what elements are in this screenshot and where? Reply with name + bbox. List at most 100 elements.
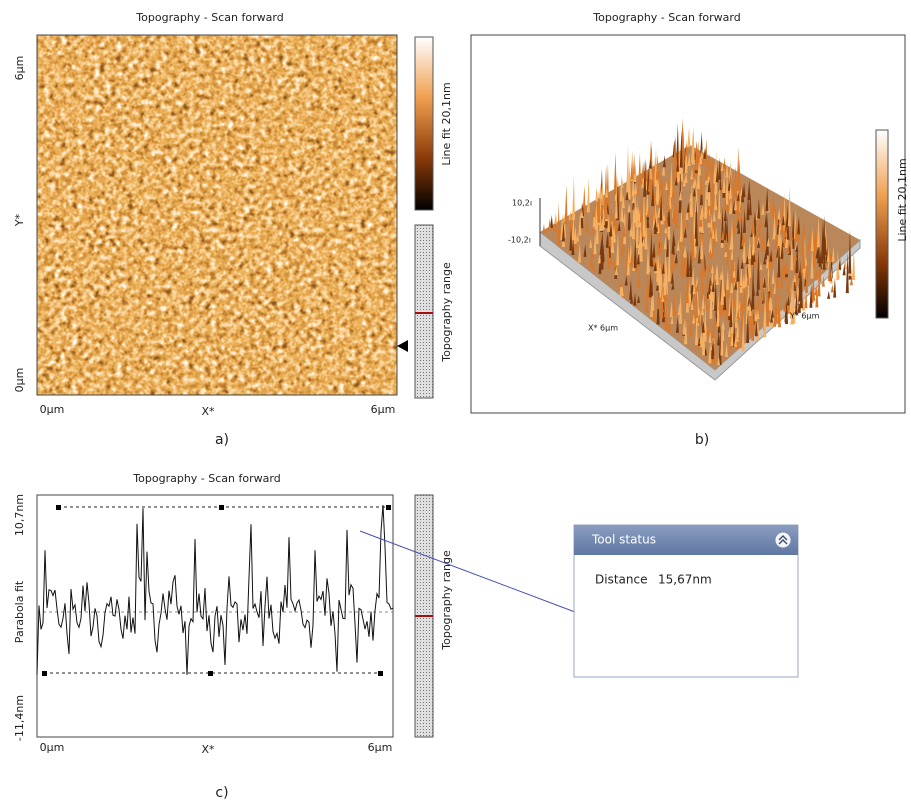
spike bbox=[660, 300, 664, 313]
spike bbox=[703, 268, 707, 277]
spike bbox=[740, 259, 744, 269]
spike bbox=[657, 198, 661, 208]
spike bbox=[731, 256, 735, 272]
spike bbox=[663, 246, 667, 296]
spike bbox=[572, 175, 576, 221]
spike bbox=[694, 181, 698, 213]
spike bbox=[815, 248, 819, 259]
spike bbox=[730, 246, 734, 260]
spike bbox=[761, 201, 765, 215]
spike bbox=[676, 239, 680, 251]
spike bbox=[657, 208, 661, 218]
spike bbox=[670, 240, 674, 273]
spike bbox=[732, 216, 736, 235]
tool-status-header bbox=[574, 525, 798, 555]
spike bbox=[742, 281, 746, 311]
spike bbox=[712, 220, 716, 248]
spike bbox=[589, 238, 593, 248]
spike bbox=[699, 156, 703, 195]
spike bbox=[633, 164, 637, 178]
spike bbox=[718, 328, 722, 366]
spike bbox=[683, 252, 687, 277]
spike bbox=[687, 127, 691, 148]
spike bbox=[817, 271, 821, 297]
range-label: Topography range bbox=[440, 550, 453, 651]
spike bbox=[787, 186, 791, 227]
spike bbox=[746, 270, 750, 286]
spike bbox=[845, 251, 849, 294]
y-bottom-label: -11,4nm bbox=[13, 695, 26, 741]
spike bbox=[633, 238, 637, 268]
spike bbox=[659, 193, 663, 221]
spike bbox=[739, 266, 743, 286]
spike bbox=[622, 224, 626, 237]
spike bbox=[743, 233, 747, 243]
spike bbox=[659, 175, 663, 188]
spike bbox=[724, 232, 728, 253]
spike bbox=[726, 248, 730, 260]
spike bbox=[599, 229, 603, 239]
spike bbox=[723, 201, 727, 210]
y-axis-label: Y* bbox=[13, 213, 26, 227]
spike bbox=[801, 230, 805, 258]
spike bbox=[704, 184, 708, 219]
spike bbox=[674, 252, 678, 264]
spike bbox=[664, 225, 668, 234]
spike bbox=[732, 285, 736, 308]
spike bbox=[649, 294, 653, 318]
spike bbox=[707, 214, 711, 223]
x-left-label: 0µm bbox=[40, 403, 65, 416]
spike bbox=[763, 256, 767, 265]
spike bbox=[600, 230, 604, 270]
spike bbox=[697, 245, 701, 264]
spike bbox=[728, 172, 732, 184]
spike bbox=[606, 241, 610, 269]
spike bbox=[627, 198, 631, 231]
spike bbox=[644, 217, 648, 250]
z-bottom-label: -10,2ı bbox=[508, 236, 531, 245]
panel-title: Topography - Scan forward bbox=[135, 11, 283, 24]
spike bbox=[625, 190, 629, 201]
spike bbox=[720, 318, 724, 356]
spike bbox=[592, 208, 596, 218]
spike bbox=[622, 212, 626, 223]
spike bbox=[639, 191, 643, 223]
spike bbox=[667, 199, 671, 227]
spike bbox=[620, 200, 624, 222]
panel-title: Topography - Scan forward bbox=[132, 472, 280, 485]
spike bbox=[822, 252, 826, 270]
spike bbox=[718, 157, 722, 180]
spike bbox=[826, 246, 830, 263]
spike bbox=[728, 161, 732, 181]
spike bbox=[604, 210, 608, 219]
spike bbox=[689, 307, 693, 338]
spike bbox=[652, 241, 656, 258]
y-top-label: 6µm bbox=[13, 56, 26, 81]
spike bbox=[634, 263, 638, 273]
spike bbox=[756, 248, 760, 290]
spike bbox=[725, 256, 729, 265]
spike bbox=[783, 300, 787, 312]
spike bbox=[569, 226, 573, 251]
spike bbox=[684, 143, 688, 157]
spike bbox=[727, 327, 731, 337]
spike bbox=[700, 305, 704, 316]
spike bbox=[613, 152, 617, 195]
spike bbox=[633, 173, 637, 182]
spike bbox=[725, 162, 729, 178]
spike bbox=[761, 301, 765, 310]
spike bbox=[795, 245, 799, 272]
spike bbox=[693, 177, 697, 186]
spike bbox=[734, 280, 738, 290]
spike bbox=[603, 204, 607, 213]
spike bbox=[661, 262, 665, 274]
spike bbox=[798, 271, 802, 288]
spike bbox=[692, 166, 696, 177]
spike bbox=[662, 160, 666, 176]
spike bbox=[609, 206, 613, 222]
spike bbox=[661, 293, 665, 302]
spike bbox=[672, 289, 676, 316]
spike bbox=[751, 211, 755, 234]
spike bbox=[812, 230, 816, 264]
spike bbox=[774, 231, 778, 250]
